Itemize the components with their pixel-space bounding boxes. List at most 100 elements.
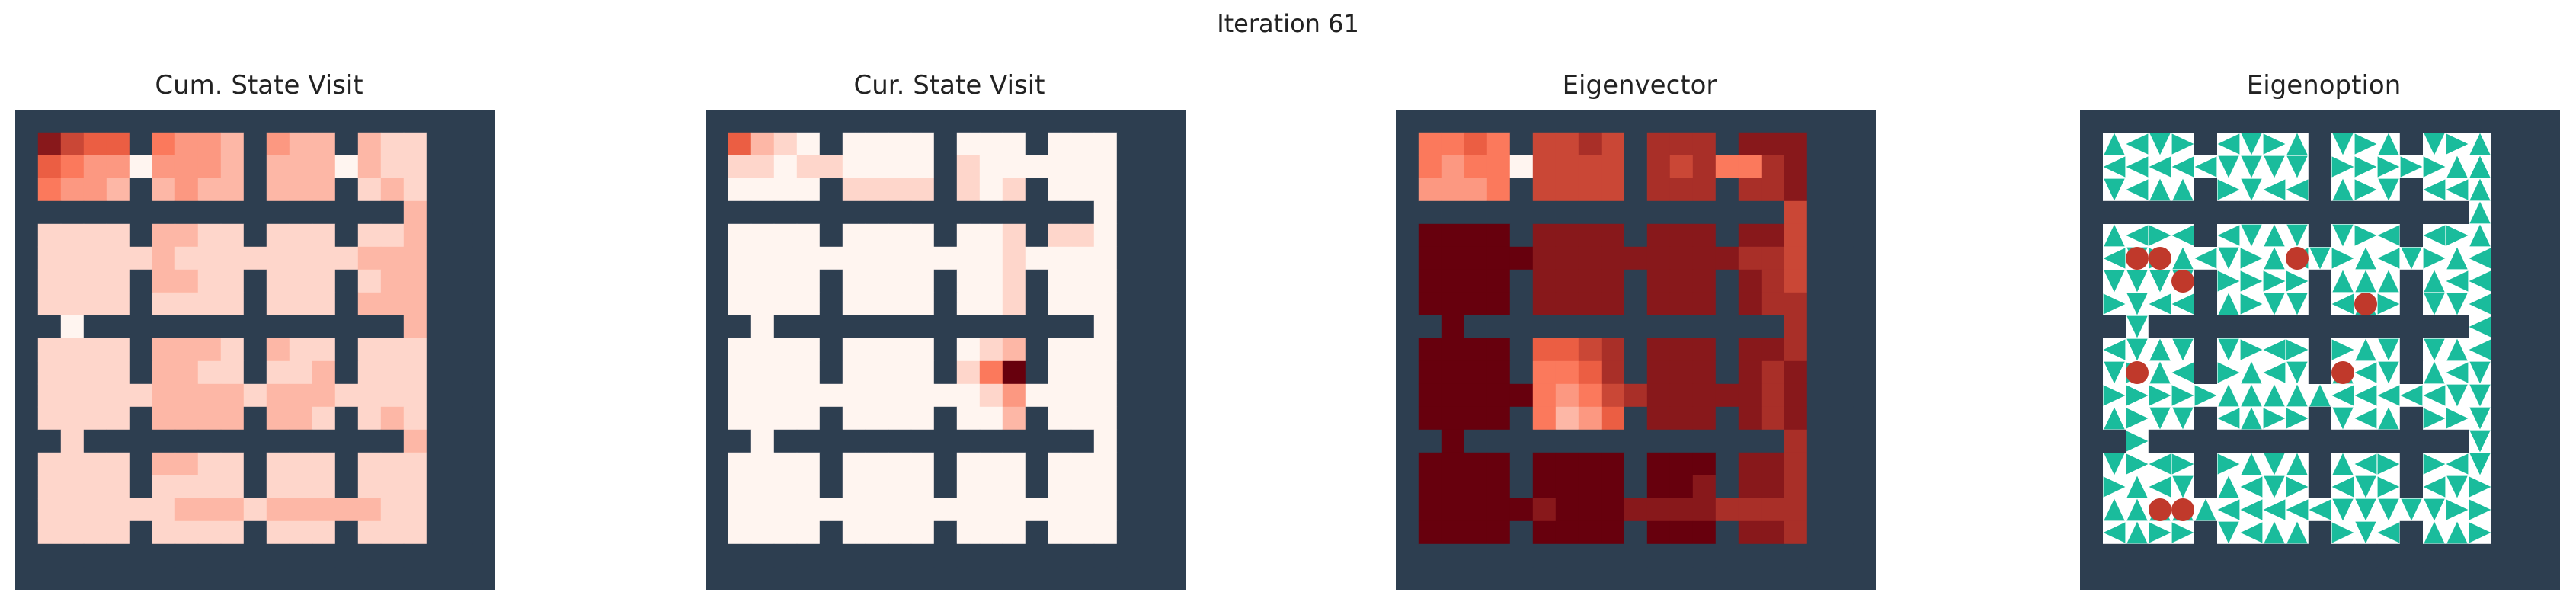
maze-wall-cell [2194, 315, 2218, 339]
policy-arrow [2263, 133, 2286, 155]
heatmap-cell [1093, 429, 1118, 453]
heatmap-cell [1669, 223, 1694, 248]
heatmap-cell [197, 360, 222, 385]
heatmap-cell [728, 360, 752, 385]
heatmap-cell [1578, 520, 1602, 545]
maze-wall-cell [2399, 292, 2424, 316]
heatmap-cell [1418, 132, 1442, 156]
policy-arrow [2469, 248, 2491, 269]
policy-arrow [2331, 248, 2354, 269]
policy-arrow [2424, 338, 2445, 361]
heatmap-cell [1532, 360, 1557, 385]
heatmap-cell [403, 475, 427, 499]
maze-wall-cell [1806, 338, 1831, 362]
heatmap-cell [1093, 315, 1118, 339]
heatmap-cell [1646, 292, 1671, 316]
maze-wall-cell [1002, 200, 1026, 225]
maze-wall-cell [1509, 429, 1534, 453]
maze-wall-cell [819, 429, 843, 453]
heatmap-cell [1464, 132, 1488, 156]
heatmap-cell [289, 475, 313, 499]
policy-arrow [2172, 247, 2194, 270]
policy-arrow [2126, 498, 2148, 521]
maze-wall-cell [380, 315, 405, 339]
heatmap-cell [220, 223, 245, 248]
heatmap-cell [129, 246, 153, 270]
maze-wall-cell [2445, 200, 2469, 225]
heatmap-cell [796, 132, 821, 156]
heatmap-cell [1738, 178, 1762, 202]
heatmap-cell [865, 498, 889, 522]
heatmap-cell [1669, 178, 1694, 202]
heatmap-cell [888, 269, 912, 293]
heatmap-cell [220, 292, 245, 316]
maze-wall-cell [2148, 543, 2172, 568]
heatmap-cell [773, 338, 798, 362]
policy-arrow [2401, 498, 2422, 521]
maze-wall-cell [1806, 178, 1831, 202]
heatmap-cell [60, 246, 85, 270]
policy-arrow [2217, 408, 2240, 429]
policy-arrow [2126, 338, 2148, 361]
policy-arrow [2195, 498, 2216, 521]
cur-state-visit-heatmap [706, 110, 1186, 590]
heatmap-cell [83, 498, 107, 522]
maze-wall-cell [2491, 383, 2515, 408]
policy-arrow [2423, 453, 2446, 475]
maze-wall-cell [2216, 543, 2241, 568]
maze-wall-cell [220, 315, 245, 339]
maze-wall-cell [106, 429, 130, 453]
heatmap-cell [728, 498, 752, 522]
policy-arrow [2446, 453, 2469, 475]
heatmap-cell [1601, 406, 1625, 431]
maze-wall-cell [129, 452, 153, 476]
maze-wall-cell [334, 360, 359, 385]
maze-wall-cell [2514, 520, 2538, 545]
policy-arrow [2377, 225, 2400, 246]
heatmap-cell [773, 452, 798, 476]
heatmap-cell [750, 360, 775, 385]
maze-wall-cell [243, 406, 267, 431]
heatmap-cell [266, 498, 290, 522]
heatmap-cell [106, 246, 130, 270]
heatmap-cell [1464, 155, 1488, 179]
heatmap-cell [1464, 383, 1488, 408]
maze-wall-cell [2445, 315, 2469, 339]
maze-wall-cell [2399, 429, 2424, 453]
heatmap-cell [197, 155, 222, 179]
heatmap-cell [865, 269, 889, 293]
policy-arrow [2469, 133, 2491, 155]
maze-wall-cell [334, 406, 359, 431]
heatmap-cell [1761, 269, 1785, 293]
policy-arrow [2309, 247, 2331, 270]
heatmap-cell [888, 155, 912, 179]
maze-wall-cell [243, 338, 267, 362]
policy-arrow [2104, 407, 2125, 430]
heatmap-cell [220, 269, 245, 293]
heatmap-cell [1093, 223, 1118, 248]
maze-wall-cell [2285, 429, 2309, 453]
heatmap-cell [750, 223, 775, 248]
policy-arrow [2378, 133, 2399, 155]
policy-arrow [2377, 476, 2400, 498]
maze-wall-cell [1715, 406, 1739, 431]
maze-wall-cell [2102, 200, 2126, 225]
policy-arrow [2149, 453, 2171, 475]
maze-wall-cell [888, 429, 912, 453]
heatmap-cell [1070, 132, 1095, 156]
heatmap-cell [842, 406, 866, 431]
policy-arrow [2126, 521, 2148, 544]
heatmap-cell [1646, 155, 1671, 179]
maze-wall-cell [933, 429, 958, 453]
maze-wall-cell [1486, 543, 1511, 568]
heatmap-cell [1486, 338, 1511, 362]
maze-wall-cell [1624, 360, 1648, 385]
maze-wall-cell [2514, 383, 2538, 408]
policy-arrow [2424, 133, 2445, 155]
policy-arrow [2104, 224, 2125, 247]
maze-wall-cell [2514, 498, 2538, 522]
policy-arrow [2400, 156, 2423, 178]
maze-wall-cell [129, 292, 153, 316]
maze-wall-cell [2491, 292, 2515, 316]
heatmap-cell [220, 178, 245, 202]
